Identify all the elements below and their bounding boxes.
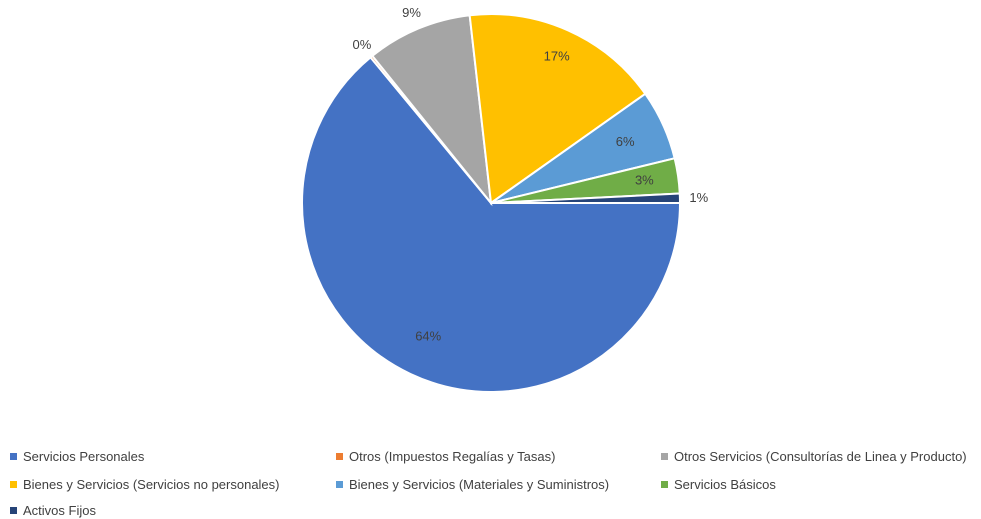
pie-label-5: 3% (635, 173, 654, 188)
pie-label-3: 17% (544, 48, 570, 63)
legend-label: Servicios Básicos (674, 476, 776, 492)
legend-label: Bienes y Servicios (Materiales y Suminis… (349, 476, 610, 492)
legend-item-bienes-servicios-materiales: Bienes y Servicios (Materiales y Suminis… (336, 475, 609, 493)
pie-label-6: 1% (689, 190, 708, 205)
legend-swatch (10, 506, 17, 514)
legend-item-servicios-basicos: Servicios Básicos (661, 475, 776, 493)
pie-label-4: 6% (616, 134, 635, 149)
legend-swatch (661, 480, 668, 488)
legend-label: Servicios Personales (23, 448, 145, 464)
legend-label: Activos Fijos (23, 502, 96, 518)
pie-slice-2 (370, 14, 493, 207)
pie-slice-6 (490, 192, 682, 204)
pie-slices (301, 13, 682, 393)
legend-label: Bienes y Servicios (Servicios no persona… (23, 476, 280, 492)
legend-label: Otros (Impuestos Regalías y Tasas) (349, 448, 556, 464)
legend-swatch (336, 452, 343, 460)
legend-item-otros-impuestos: Otros (Impuestos Regalías y Tasas) (336, 447, 555, 465)
legend-item-bienes-servicios-no-personales: Bienes y Servicios (Servicios no persona… (10, 475, 280, 493)
legend-swatch (10, 452, 17, 460)
pie-slice-0 (301, 55, 682, 393)
legend-item-servicios-personales: Servicios Personales (10, 447, 144, 465)
pie-labels: 64% 0% 9% 17% 6% 3% 1% (352, 5, 708, 343)
legend-swatch (10, 480, 17, 488)
pie-label-2: 9% (402, 5, 421, 20)
pie-slice-3 (468, 13, 647, 205)
legend-swatch (661, 452, 668, 460)
pie-label-1: 0% (352, 37, 371, 52)
legend-item-otros-servicios: Otros Servicios (Consultorías de Linea y… (661, 447, 967, 465)
legend-swatch (336, 480, 343, 488)
legend-label: Otros Servicios (Consultorías de Linea y… (674, 448, 967, 464)
pie-label-0: 64% (415, 328, 441, 343)
legend-item-activos-fijos: Activos Fijos (10, 501, 96, 519)
